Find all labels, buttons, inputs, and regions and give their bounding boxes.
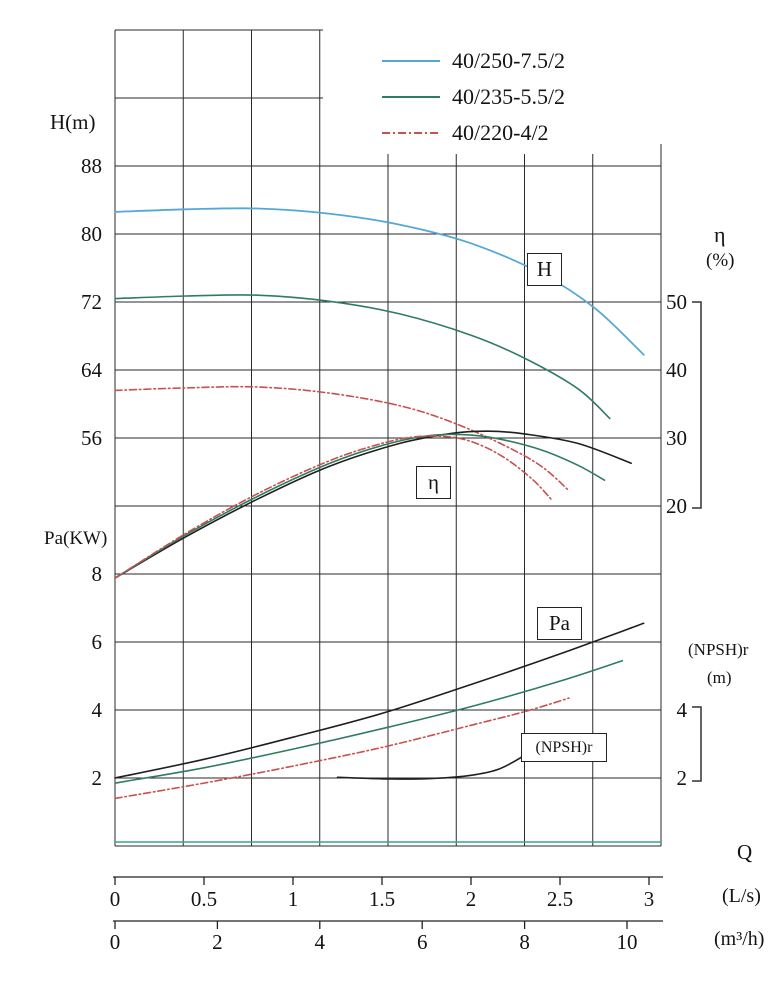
curve-eta-40/250-7.5/2 [114, 430, 632, 579]
curve-H-40/250-7.5/2 [114, 207, 645, 356]
npsh-tick-label: 4 [677, 698, 688, 722]
pa-tick-label: 4 [92, 698, 103, 722]
q-m3h-tick-label: 10 [617, 930, 638, 954]
q-ls-tick-label: 1.5 [369, 887, 395, 911]
q-m3h-tick-label: 0 [110, 930, 121, 954]
legend-item-40-220: 40/220-4/2 [330, 118, 660, 148]
legend-line-icon [382, 96, 440, 98]
q-axis-symbol: Q [737, 840, 753, 864]
eta-tick-label: 30 [666, 426, 687, 450]
curve-tag-NPSHr: (NPSH)r [521, 733, 607, 762]
h-axis-title: H(m) [50, 110, 96, 134]
pa-axis-title: Pa(KW) [44, 528, 108, 549]
h-tick-label: 72 [81, 290, 102, 314]
pa-tick-label: 6 [92, 630, 103, 654]
curve-eta-40/220-4/2 [114, 435, 552, 579]
npsh-axis-unit: (m) [707, 668, 732, 687]
npsh-axis-bracket [692, 706, 702, 782]
curve-tag-H: H [527, 253, 562, 286]
eta-tick-label: 20 [666, 494, 687, 518]
pa-tick-label: 2 [92, 766, 103, 790]
q-ls-tick-label: 1 [288, 887, 299, 911]
q-axis-m3h-unit: (m³/h) [714, 928, 765, 950]
q-ls-tick-label: 2.5 [547, 887, 573, 911]
h-tick-label: 56 [81, 426, 102, 450]
h-tick-label: 80 [81, 222, 102, 246]
eta-tick-label: 40 [666, 358, 687, 382]
legend-item-40-235: 40/235-5.5/2 [330, 82, 660, 112]
q-m3h-tick-label: 4 [315, 930, 326, 954]
legend-label: 40/220-4/2 [452, 120, 549, 145]
q-ls-tick-label: 0.5 [191, 887, 217, 911]
curve-tag-Pa: Pa [537, 607, 582, 640]
npsh-tick-label: 2 [677, 766, 688, 790]
q-ls-tick-label: 3 [644, 887, 655, 911]
q-m3h-tick-label: 2 [212, 930, 223, 954]
h-tick-label: 88 [81, 154, 102, 178]
q-axis-ls-unit: (L/s) [722, 885, 761, 907]
legend-line-icon [382, 132, 440, 134]
curve-tag-eta: η [416, 466, 451, 499]
eta-axis-unit: (%) [706, 250, 735, 271]
q-m3h-tick-label: 8 [519, 930, 530, 954]
curve-Pa-40/235-5.5/2 [114, 659, 624, 784]
legend: 40/250-7.5/2 40/235-5.5/2 40/220-4/2 [330, 46, 660, 154]
eta-axis-symbol: η [714, 222, 726, 247]
legend-label: 40/250-7.5/2 [452, 48, 566, 73]
npsh-axis-title: (NPSH)r [688, 640, 749, 659]
eta-axis-bracket [692, 301, 702, 509]
curve-H-40/235-5.5/2 [114, 294, 611, 420]
curve-Pa-40/220-4/2 [114, 697, 570, 800]
q-ls-tick-label: 0 [110, 887, 121, 911]
curve-NPSHr [336, 748, 533, 780]
pa-tick-label: 8 [92, 562, 103, 586]
h-tick-label: 64 [81, 358, 103, 382]
q-ls-tick-label: 2 [466, 887, 477, 911]
q-m3h-tick-label: 6 [417, 930, 428, 954]
legend-label: 40/235-5.5/2 [452, 84, 566, 109]
curve-Pa-40/250-7.5/2 [114, 622, 645, 779]
curve-H-40/220-4/2 [114, 385, 570, 492]
eta-tick-label: 50 [666, 290, 687, 314]
legend-line-icon [382, 60, 440, 62]
legend-item-40-250: 40/250-7.5/2 [330, 46, 660, 76]
